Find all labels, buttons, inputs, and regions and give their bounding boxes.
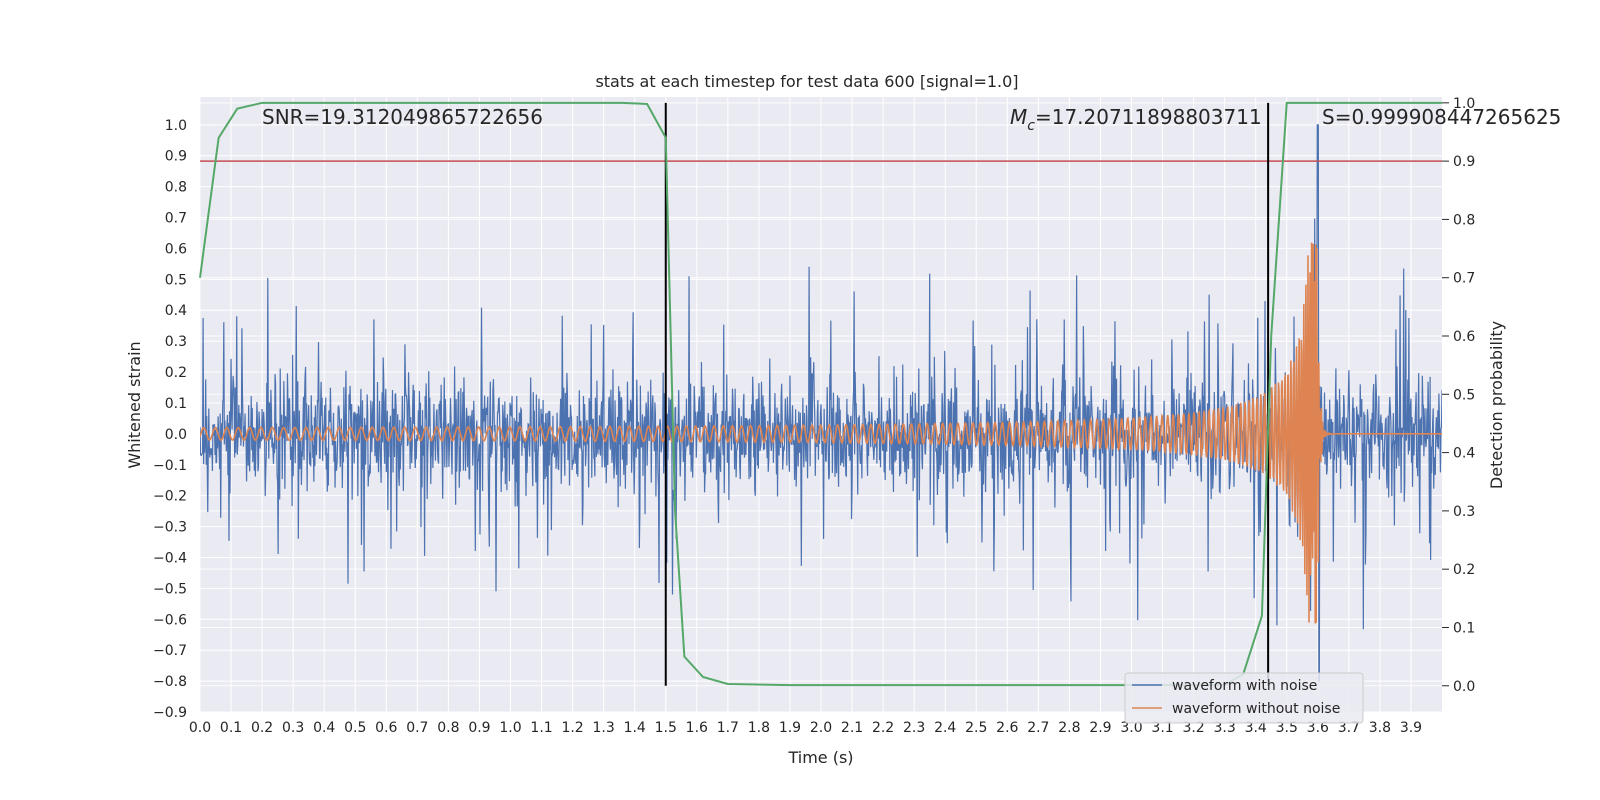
mc-value: =17.20711898803711 (1035, 105, 1262, 129)
x-tick-label: 2.9 (1089, 720, 1111, 736)
series-group (200, 124, 1442, 682)
right-tick-label: 0.5 (1453, 387, 1475, 403)
x-tick-label: 1.3 (593, 720, 615, 736)
x-tick-label: 1.1 (530, 720, 552, 736)
left-tick-label: 0.2 (165, 365, 187, 381)
series-detection-probability (199, 101, 1442, 687)
x-tick-label: 1.4 (624, 720, 646, 736)
x-tick-label: 1.6 (686, 720, 708, 736)
left-tick-label: 0.0 (165, 427, 187, 443)
x-tick-label: 1.7 (717, 720, 739, 736)
right-tick-label: 0.6 (1453, 329, 1475, 345)
legend: waveform with noise waveform without noi… (1124, 672, 1364, 724)
x-tick-label: 3.1 (1151, 720, 1173, 736)
x-tick-label: 1.2 (561, 720, 583, 736)
x-tick-label: 0.2 (251, 720, 273, 736)
left-tick-label: 0.5 (165, 272, 187, 288)
legend-box (1124, 672, 1364, 724)
x-tick-label: 0.1 (220, 720, 242, 736)
y-axis-label-right: Detection probability (1487, 321, 1506, 489)
legend-label-noise: waveform with noise (1172, 678, 1317, 694)
x-tick-label: 0.0 (189, 720, 211, 736)
x-tick-label: 3.2 (1182, 720, 1204, 736)
right-tick-label: 0.0 (1453, 679, 1475, 695)
legend-label-clean: waveform without noise (1172, 701, 1340, 717)
right-axis-ticks: 0.0 0.1 0.2 0.3 0.4 0.5 0.6 0.7 0.8 0.9 1.0 (1442, 96, 1475, 695)
y-axis-label-left: Whitened strain (125, 341, 144, 468)
x-tick-label: 3.4 (1245, 720, 1267, 736)
x-tick-label: 3.0 (1120, 720, 1142, 736)
x-tick-label: 2.2 (872, 720, 894, 736)
right-tick-label: 1.0 (1453, 96, 1475, 112)
s-annotation: S=0.999908447265625 (1322, 105, 1561, 129)
x-tick-label: 2.4 (934, 720, 956, 736)
left-tick-label: 0.4 (165, 303, 187, 319)
left-tick-label: −0.1 (153, 458, 187, 474)
right-tick-label: 0.3 (1453, 504, 1475, 520)
x-tick-label: 2.0 (810, 720, 832, 736)
left-tick-label: −0.3 (153, 520, 187, 536)
x-tick-label: 2.3 (903, 720, 925, 736)
left-tick-label: 1.0 (165, 118, 187, 134)
x-tick-label: 0.8 (437, 720, 459, 736)
x-tick-label: 3.6 (1307, 720, 1329, 736)
left-tick-label: −0.7 (153, 643, 187, 659)
x-tick-label: 3.7 (1338, 720, 1360, 736)
x-tick-label: 3.8 (1369, 720, 1391, 736)
left-tick-label: −0.4 (153, 550, 187, 566)
x-tick-label: 0.9 (468, 720, 490, 736)
x-tick-label: 3.5 (1276, 720, 1298, 736)
x-tick-label: 0.7 (406, 720, 428, 736)
left-tick-label: 0.9 (165, 149, 187, 165)
right-tick-label: 0.1 (1453, 620, 1475, 636)
left-tick-label: −0.6 (153, 612, 187, 628)
right-tick-label: 0.4 (1453, 446, 1475, 462)
left-tick-label: 0.8 (165, 180, 187, 196)
x-tick-label: 2.6 (996, 720, 1018, 736)
right-tick-label: 0.9 (1453, 154, 1475, 170)
probability-group (199, 101, 1442, 687)
snr-annotation: SNR=19.312049865722656 (262, 105, 543, 129)
mc-annotation: Mc=17.20711898803711 (1010, 105, 1262, 134)
right-tick-label: 0.7 (1453, 271, 1475, 287)
x-tick-label: 3.3 (1214, 720, 1236, 736)
left-tick-label: −0.2 (153, 489, 187, 505)
left-tick-label: −0.9 (153, 705, 187, 721)
series-waveform-without-noise (200, 242, 1442, 624)
x-tick-label: 2.1 (841, 720, 863, 736)
chart-title: stats at each timestep for test data 600… (595, 72, 1018, 91)
x-tick-label: 0.5 (344, 720, 366, 736)
x-tick-label: 2.7 (1027, 720, 1049, 736)
x-tick-label: 1.9 (779, 720, 801, 736)
x-tick-label: 1.0 (499, 720, 521, 736)
x-tick-label: 0.4 (313, 720, 335, 736)
x-axis-ticks: 0.0 0.1 0.2 0.3 0.4 0.5 0.6 0.7 0.8 0.9 1.0 1.1 1.2 1… (189, 720, 1422, 736)
x-tick-label: 0.6 (375, 720, 397, 736)
left-tick-label: 0.7 (165, 211, 187, 227)
mc-subscript: c (1027, 118, 1035, 134)
right-tick-label: 0.2 (1453, 562, 1475, 578)
x-tick-label: 0.3 (282, 720, 304, 736)
left-tick-label: 0.1 (165, 396, 187, 412)
x-tick-label: 1.8 (748, 720, 770, 736)
x-axis-label: Time (s) (787, 748, 853, 767)
left-tick-label: −0.5 (153, 581, 187, 597)
left-axis-ticks: −0.9 −0.8 −0.7 −0.6 −0.5 −0.4 −0.3 −0.2 −0.1 0.0 0… (153, 118, 187, 721)
x-tick-label: 3.9 (1400, 720, 1422, 736)
left-tick-label: 0.6 (165, 241, 187, 257)
left-tick-label: −0.8 (153, 674, 187, 690)
x-tick-label: 2.5 (965, 720, 987, 736)
x-tick-label: 2.8 (1058, 720, 1080, 736)
mc-symbol: M (1010, 105, 1027, 129)
x-tick-label: 1.5 (655, 720, 677, 736)
left-tick-label: 0.3 (165, 334, 187, 350)
right-tick-label: 0.8 (1453, 212, 1475, 228)
